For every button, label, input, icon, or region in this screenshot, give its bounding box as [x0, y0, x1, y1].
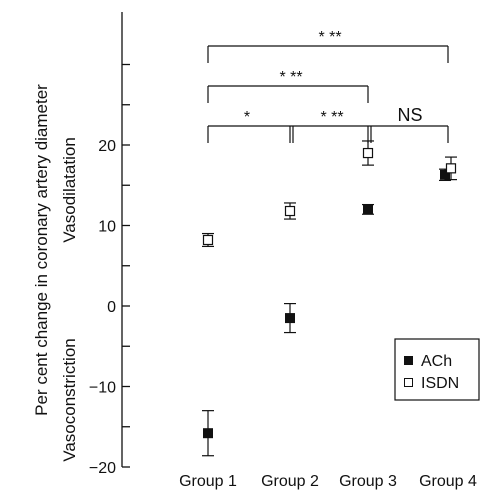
y-tick-label: 0 [107, 299, 116, 316]
legend-label-ach: ACh [421, 353, 452, 370]
significance-label: * ** [320, 109, 343, 126]
significance-brackets: * ** * ** * * ** NS [207, 29, 449, 143]
y-tick-label: −10 [89, 380, 116, 397]
isdn-point [362, 147, 374, 159]
significance-label: * ** [279, 69, 302, 86]
ach-point [363, 204, 373, 215]
x-category-label: Group 1 [179, 473, 237, 490]
data-points [202, 140, 457, 457]
ach-point [440, 169, 450, 180]
y-axis-label: Per cent change in coronary artery diame… [32, 84, 51, 416]
isdn-point [284, 205, 296, 217]
significance-label: * ** [318, 29, 341, 46]
x-category-label: Group 2 [261, 473, 319, 490]
legend-marker-ach [404, 356, 413, 365]
legend-box [394, 338, 480, 401]
significance-label: NS [397, 105, 422, 125]
legend-label-isdn: ISDN [421, 375, 459, 392]
x-category-label: Group 3 [339, 473, 397, 490]
y-tick-label: 20 [98, 138, 116, 155]
legend-marker-isdn [404, 378, 413, 387]
ach-point [285, 313, 295, 324]
isdn-point [445, 163, 457, 174]
axes: −20 −10 0 10 20 Group 1 Group 2 Group 3 Group 4 [89, 12, 477, 490]
ach-point [203, 428, 213, 439]
significance-label: * [244, 109, 250, 126]
y-axis-label-vasodilatation: Vasodilatation [60, 137, 79, 243]
y-axis-label-vasoconstriction: Vasoconstriction [60, 338, 79, 461]
legend: ACh ISDN [394, 338, 480, 401]
y-tick-label: −20 [89, 460, 116, 477]
isdn-point [202, 234, 214, 246]
y-tick-label: 10 [98, 219, 116, 236]
x-category-label: Group 4 [419, 473, 477, 490]
